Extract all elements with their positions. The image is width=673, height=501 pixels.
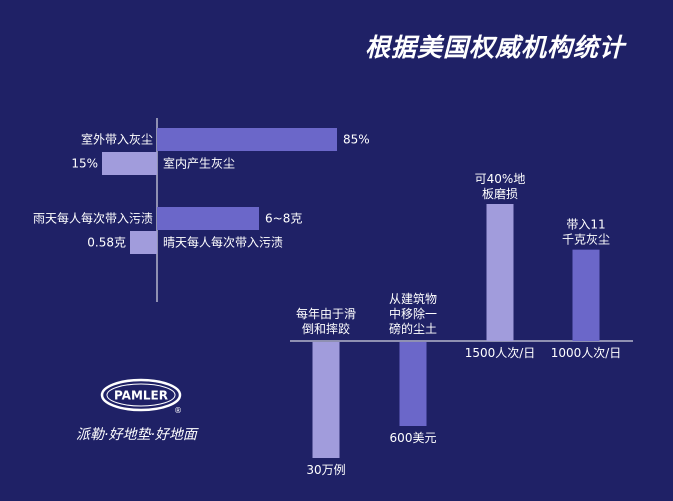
bar-value-label: 6~8克 [265,212,302,226]
bar [399,342,427,426]
page-title: 根据美国权威机构统计 [364,33,625,62]
svg-text:PAMLER: PAMLER [114,389,168,403]
bar-value-label: 1500人次/日 [465,346,536,360]
bar [572,249,600,341]
bar-value-label: 0.58克 [87,236,126,250]
bar-label: 从建筑物 [389,291,437,306]
pamler-logo: PAMLER ® [100,378,182,414]
bar-label: 板磨损 [482,187,518,201]
bar-label: 倒和摔跤 [302,321,350,336]
bar-value-label: 85% [343,133,370,147]
bar-label: 磅的尘土 [389,321,437,336]
bar [157,207,259,230]
bar-value-label: 600美元 [390,431,437,445]
bar-value-label: 1000人次/日 [551,346,622,360]
bar [130,231,157,254]
bar-label: 室外带入灰尘 [81,132,153,147]
bar-label: 中移除一 [389,306,437,321]
bar-label: 带入11 [566,218,605,232]
bar-label: 雨天每人每次带入污渍 [33,211,153,226]
bar-label: 千克灰尘 [562,233,610,247]
svg-text:®: ® [174,406,182,414]
bar-label: 晴天每人每次带入污渍 [163,235,283,250]
bar-label: 室内产生灰尘 [163,156,235,171]
logo-slogan: 派勒·好地垫·好地面 [76,427,197,443]
bar-value-label: 15% [71,157,98,171]
bar [157,128,337,151]
bar [486,204,514,341]
bar-value-label: 30万例 [306,463,345,477]
bar-label: 每年由于滑 [296,306,356,321]
bar [102,152,157,175]
bar [312,342,340,458]
bar-label: 可40%地 [475,172,526,186]
